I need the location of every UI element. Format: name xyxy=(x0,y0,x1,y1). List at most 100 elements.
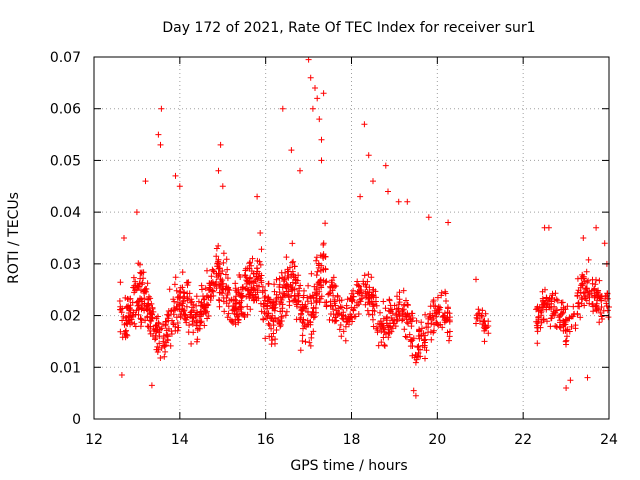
data-point xyxy=(313,292,320,299)
data-point xyxy=(317,252,324,259)
data-point xyxy=(548,295,555,302)
data-point xyxy=(391,302,398,309)
data-point xyxy=(308,270,315,277)
data-point xyxy=(237,303,244,310)
data-point xyxy=(206,286,213,293)
data-point xyxy=(393,312,400,318)
data-point xyxy=(129,299,136,306)
data-point xyxy=(563,385,570,391)
data-point xyxy=(557,324,564,331)
data-point xyxy=(433,319,439,326)
data-point xyxy=(139,269,145,276)
data-point xyxy=(407,338,414,345)
data-point xyxy=(380,298,387,305)
data-point xyxy=(156,329,162,336)
data-point xyxy=(423,324,430,331)
data-point xyxy=(430,297,437,304)
data-point xyxy=(328,311,334,317)
data-point xyxy=(348,314,355,321)
data-point xyxy=(348,290,355,297)
data-point xyxy=(198,318,205,325)
data-point xyxy=(476,310,483,317)
data-point xyxy=(215,265,222,272)
data-point xyxy=(314,95,321,102)
data-point xyxy=(562,316,569,323)
data-point xyxy=(217,270,224,277)
data-point xyxy=(413,352,420,359)
data-point xyxy=(291,263,298,270)
data-point xyxy=(173,287,180,294)
grid-lines xyxy=(94,57,609,419)
data-point xyxy=(366,299,373,306)
data-point xyxy=(118,372,125,378)
data-point xyxy=(485,330,492,337)
data-point xyxy=(161,353,168,360)
data-point xyxy=(155,346,162,353)
data-point xyxy=(172,274,179,281)
data-point xyxy=(425,320,432,327)
data-point xyxy=(254,193,261,200)
data-point xyxy=(342,337,349,344)
data-point xyxy=(271,288,278,295)
data-point xyxy=(445,219,452,226)
data-point xyxy=(409,310,416,317)
data-point xyxy=(156,340,163,347)
data-point xyxy=(231,307,238,314)
data-point xyxy=(540,316,547,323)
data-point xyxy=(278,315,285,321)
data-point xyxy=(325,291,332,298)
data-point xyxy=(549,312,556,319)
data-point xyxy=(381,342,388,348)
data-point xyxy=(281,291,288,298)
data-point xyxy=(251,286,258,293)
data-point xyxy=(288,286,295,293)
data-point xyxy=(271,307,278,314)
data-point xyxy=(563,337,570,344)
data-point xyxy=(303,323,310,330)
data-point xyxy=(284,266,291,273)
data-point xyxy=(431,327,437,334)
data-point xyxy=(369,311,376,318)
data-point xyxy=(241,314,248,320)
data-point xyxy=(580,290,587,297)
data-point xyxy=(406,313,413,319)
data-point xyxy=(307,74,314,81)
data-point xyxy=(537,307,544,314)
data-point xyxy=(346,321,352,328)
data-point xyxy=(175,324,182,331)
data-point xyxy=(254,268,261,275)
data-point xyxy=(327,284,334,291)
data-point xyxy=(133,209,140,216)
data-point xyxy=(215,242,222,249)
data-point xyxy=(399,316,406,323)
data-point xyxy=(244,286,251,293)
data-point xyxy=(596,277,603,284)
data-point xyxy=(316,262,322,268)
data-point xyxy=(262,297,269,304)
chart-title: Day 172 of 2021, Rate Of TEC Index for r… xyxy=(162,20,535,36)
data-point xyxy=(600,307,607,314)
data-point xyxy=(357,287,364,293)
data-point xyxy=(137,287,144,294)
data-point xyxy=(339,304,345,311)
data-point xyxy=(198,299,205,306)
data-point xyxy=(248,262,255,269)
data-point xyxy=(545,298,552,304)
data-point xyxy=(479,313,485,320)
data-point xyxy=(558,299,565,306)
data-point xyxy=(286,302,293,309)
data-point xyxy=(216,289,223,296)
data-point xyxy=(166,286,173,293)
data-point xyxy=(380,325,387,332)
data-point xyxy=(593,224,600,231)
data-point xyxy=(371,301,377,308)
data-point xyxy=(250,270,257,277)
data-point xyxy=(602,293,609,300)
data-point xyxy=(592,293,599,300)
data-point xyxy=(213,253,220,260)
data-point xyxy=(382,162,389,169)
data-point xyxy=(168,328,175,335)
data-point xyxy=(217,141,224,148)
data-point xyxy=(330,292,337,299)
data-point xyxy=(316,279,323,286)
